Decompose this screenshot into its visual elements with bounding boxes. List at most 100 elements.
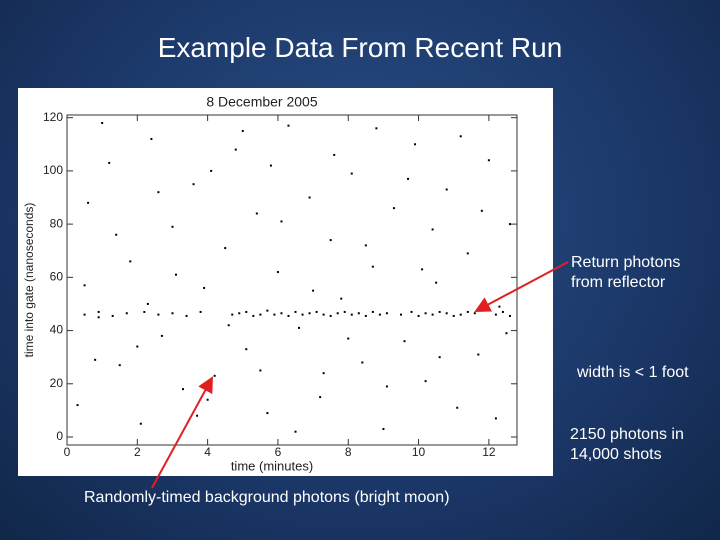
- point: [322, 313, 325, 316]
- point: [508, 314, 511, 317]
- point: [498, 305, 501, 308]
- point: [125, 312, 128, 315]
- point: [343, 310, 346, 313]
- point: [421, 268, 424, 271]
- point: [371, 265, 374, 268]
- point: [185, 314, 188, 317]
- point: [129, 260, 132, 263]
- point: [399, 313, 402, 316]
- point: [403, 340, 406, 343]
- point: [308, 196, 311, 199]
- point: [361, 361, 364, 364]
- point: [157, 313, 160, 316]
- point: [312, 289, 315, 292]
- point: [494, 417, 497, 420]
- point: [487, 159, 490, 162]
- slide-title: Example Data From Recent Run: [157, 32, 563, 63]
- point: [501, 310, 504, 313]
- point: [213, 374, 216, 377]
- y-tick-label: 0: [56, 429, 63, 443]
- point: [294, 430, 297, 433]
- point: [259, 313, 262, 316]
- point: [206, 398, 209, 401]
- point: [407, 177, 410, 180]
- point: [245, 310, 248, 313]
- point: [459, 313, 462, 316]
- y-tick-label: 100: [43, 163, 63, 177]
- point: [385, 385, 388, 388]
- x-axis-label: time (minutes): [231, 458, 313, 473]
- x-tick-label: 4: [204, 445, 211, 459]
- point: [160, 334, 163, 337]
- point: [97, 316, 100, 319]
- annotation: Return photons from reflector: [571, 254, 681, 291]
- point: [150, 137, 153, 140]
- point: [210, 169, 213, 172]
- point: [414, 143, 417, 146]
- point: [276, 271, 279, 274]
- point: [456, 406, 459, 409]
- point: [118, 364, 121, 367]
- y-tick-label: 40: [50, 323, 64, 337]
- point: [364, 314, 367, 317]
- point: [76, 404, 79, 407]
- plot-frame: [66, 114, 518, 446]
- point: [424, 312, 427, 315]
- point: [273, 313, 276, 316]
- point: [97, 310, 100, 313]
- point: [445, 188, 448, 191]
- x-tick-label: 8: [345, 445, 352, 459]
- point: [364, 244, 367, 247]
- point: [357, 312, 360, 315]
- chart-title: 8 December 2005: [206, 94, 318, 110]
- point: [431, 313, 434, 316]
- y-tick-label: 20: [50, 376, 64, 390]
- point: [308, 312, 311, 315]
- point: [466, 252, 469, 255]
- point: [315, 310, 318, 313]
- point: [477, 353, 480, 356]
- point: [224, 247, 227, 250]
- point: [347, 337, 350, 340]
- y-tick-label: 80: [50, 216, 64, 230]
- point: [234, 148, 237, 151]
- point: [203, 286, 206, 289]
- point: [227, 324, 230, 327]
- point: [259, 369, 262, 372]
- point: [466, 310, 469, 313]
- point: [252, 314, 255, 317]
- point: [375, 127, 378, 130]
- point: [508, 223, 511, 226]
- point: [171, 225, 174, 228]
- x-tick-label: 10: [412, 445, 426, 459]
- point: [136, 345, 139, 348]
- point: [438, 356, 441, 359]
- point: [378, 313, 381, 316]
- point: [111, 314, 114, 317]
- point: [174, 273, 177, 276]
- point: [94, 358, 97, 361]
- y-tick-label: 120: [43, 110, 63, 124]
- point: [329, 239, 332, 242]
- annotation: width is < 1 foot: [577, 364, 689, 381]
- point: [435, 281, 438, 284]
- point: [301, 313, 304, 316]
- point: [452, 314, 455, 317]
- point: [298, 326, 301, 329]
- point: [143, 310, 146, 313]
- point: [87, 201, 90, 204]
- point: [417, 314, 420, 317]
- point: [171, 312, 174, 315]
- x-tick-label: 2: [134, 445, 141, 459]
- point: [269, 164, 272, 167]
- point: [280, 220, 283, 223]
- point: [287, 124, 290, 127]
- point: [196, 414, 199, 417]
- point: [280, 312, 283, 315]
- point: [146, 302, 149, 305]
- annotation: Randomly-timed background photons (brigh…: [84, 489, 450, 506]
- point: [410, 310, 413, 313]
- point: [199, 310, 202, 313]
- point: [392, 207, 395, 210]
